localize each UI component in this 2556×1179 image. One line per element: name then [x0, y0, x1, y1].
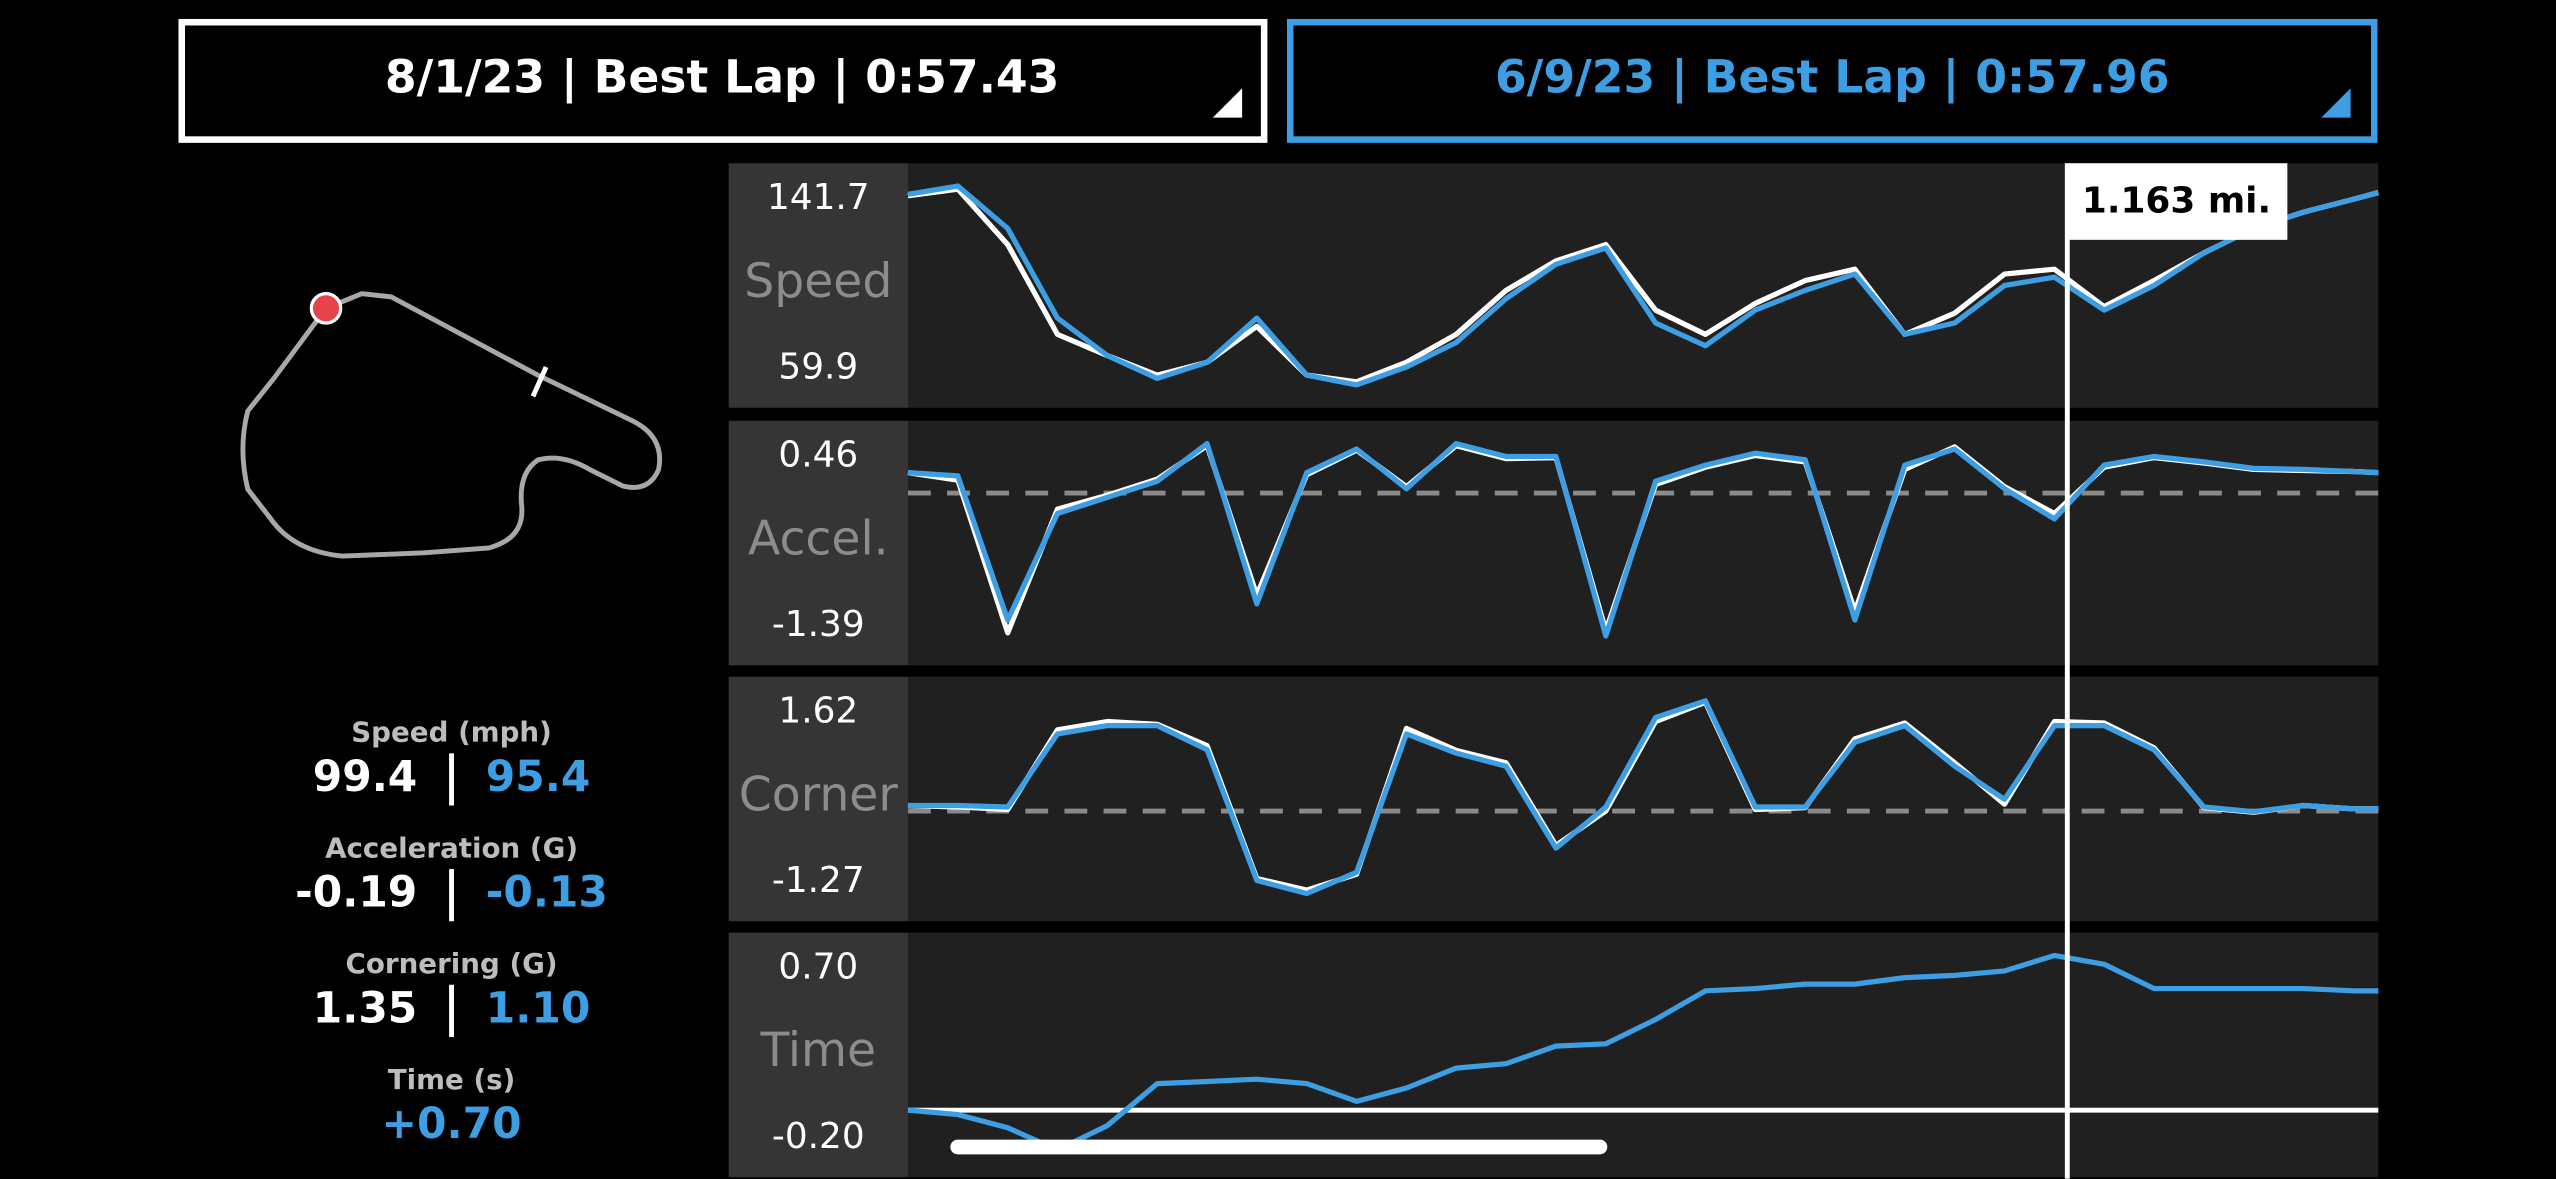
series-line	[907, 952, 2379, 1153]
y-tick-label: 59.9	[778, 347, 858, 388]
series-line	[907, 183, 2379, 388]
stat-value: 1.10	[486, 983, 591, 1032]
series-line	[907, 440, 2379, 639]
lap-box[interactable]	[1286, 18, 2378, 143]
y-tick-label: -0.20	[772, 1116, 865, 1157]
y-tick-label: 141.7	[767, 177, 870, 218]
y-tick-label: 0.46	[778, 435, 858, 476]
plot-area	[907, 932, 2379, 1178]
chart-label: Accel.	[748, 511, 889, 566]
y-tick-label: -1.39	[772, 604, 865, 645]
y-tick-label: -1.27	[772, 860, 865, 901]
stat-value: -0.13	[486, 868, 608, 917]
series-line	[907, 698, 2379, 897]
track-map	[240, 291, 662, 559]
track-outline	[240, 291, 662, 559]
chart-label: Speed	[744, 254, 892, 309]
stat-label: Time (s)	[388, 1063, 516, 1096]
label-column	[728, 676, 908, 922]
stat-value: +0.70	[382, 1099, 522, 1148]
position-dot	[309, 292, 343, 325]
label-column	[728, 163, 908, 408]
stat-value: 99.4	[313, 752, 418, 801]
stat-value: -0.19	[295, 868, 417, 917]
stat-label: Acceleration (G)	[325, 832, 578, 865]
home-indicator	[950, 1139, 1608, 1155]
chart-label: Time	[759, 1023, 876, 1078]
chart-label: Corner	[739, 767, 899, 822]
plot-area	[907, 676, 2379, 922]
lap-label[interactable]: 6/9/23 | Best Lap | 0:57.96	[1495, 51, 2170, 105]
charts: Speed 141.7 59.9 Accel. 0.46 -1.39 Corner 1.62 -…	[728, 163, 2379, 1179]
lap-selector[interactable]: 8/1/23 | Best Lap | 0:57.43	[178, 18, 1268, 143]
lap-box[interactable]	[178, 18, 1268, 143]
cursor-label: 1.163 mi.	[2082, 180, 2271, 221]
label-column	[728, 420, 908, 666]
lap-label[interactable]: 8/1/23 | Best Lap | 0:57.43	[385, 51, 1060, 105]
cursor-label-box	[2067, 163, 2288, 240]
y-tick-label: 0.70	[778, 946, 858, 987]
stat-value: 95.4	[486, 752, 591, 801]
finish-marker	[530, 365, 549, 398]
stat-value: 1.35	[313, 983, 418, 1032]
stats-panel: Speed (mph)99.4 95.4 Acceleration (G)-0.19…	[295, 716, 608, 1148]
lap-selector[interactable]: 6/9/23 | Best Lap | 0:57.96	[1286, 18, 2378, 143]
stat-label: Cornering (G)	[346, 947, 558, 980]
label-column	[728, 932, 908, 1178]
series-line	[907, 186, 2379, 385]
stat-label: Speed (mph)	[351, 716, 552, 749]
y-tick-label: 1.62	[778, 691, 858, 732]
